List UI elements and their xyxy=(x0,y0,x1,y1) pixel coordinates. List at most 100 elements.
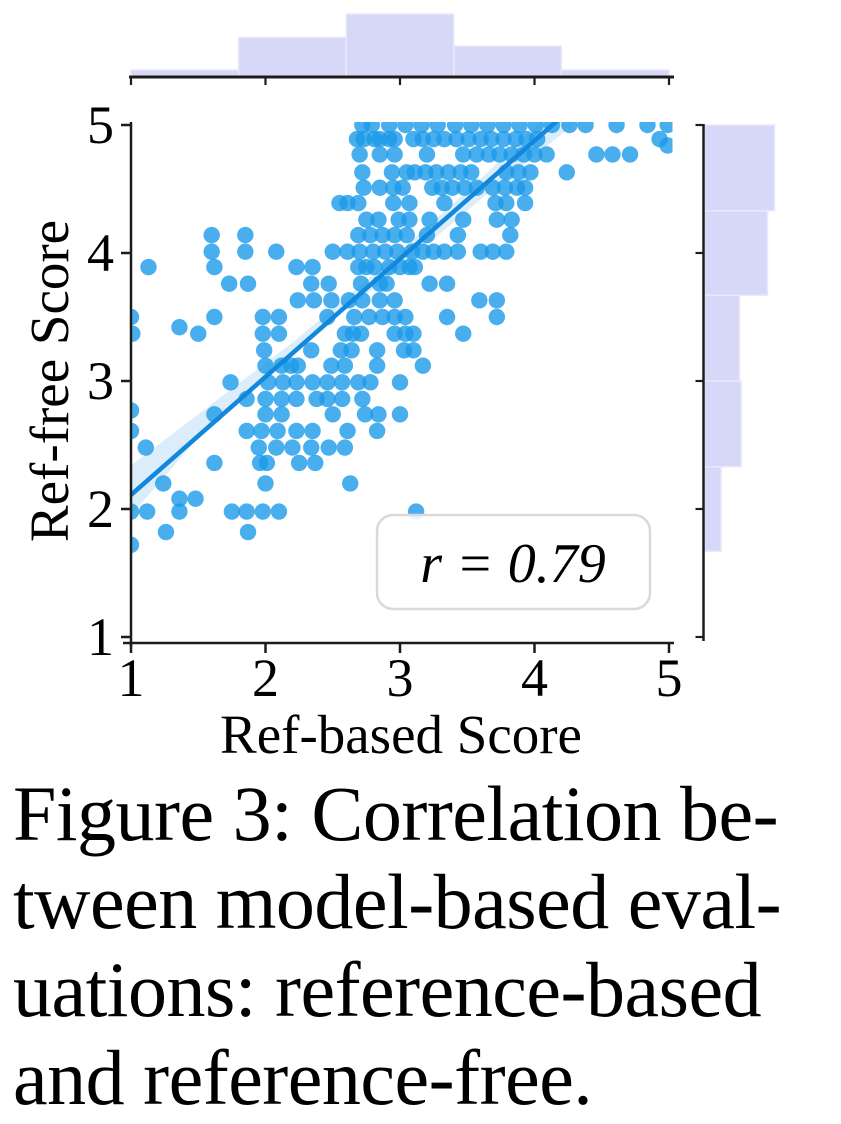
scatter-point xyxy=(386,146,403,163)
scatter-point xyxy=(351,243,368,260)
scatter-point xyxy=(342,475,359,492)
scatter-point xyxy=(522,164,539,181)
y-tick-label: 4 xyxy=(87,223,114,283)
x-tick-label: 5 xyxy=(656,648,683,708)
scatter-point xyxy=(352,325,370,342)
scatter-point xyxy=(455,325,472,342)
scatter-point xyxy=(455,146,472,163)
scatter-point xyxy=(362,226,379,244)
scatter-point xyxy=(257,406,274,423)
scatter-point xyxy=(383,164,401,181)
scatter-point xyxy=(270,308,288,326)
scatter-point xyxy=(401,211,418,228)
figure-caption: Figure 3: Correlation be- tween model-ba… xyxy=(13,770,833,1122)
y-tick-label: 3 xyxy=(87,351,114,411)
scatter-point xyxy=(254,503,272,520)
scatter-point xyxy=(385,194,402,212)
correlation-annotation-text: r = 0.79 xyxy=(420,533,606,595)
scatter-point xyxy=(320,275,337,292)
scatter-point xyxy=(354,164,371,181)
scatter-point xyxy=(273,406,290,423)
scatter-point xyxy=(421,211,438,228)
scatter-point xyxy=(456,179,473,196)
scatter-point xyxy=(187,490,204,507)
scatter-point xyxy=(639,122,656,134)
scatter-point xyxy=(222,374,239,391)
scatter-point xyxy=(220,275,238,292)
scatter-point xyxy=(304,422,321,440)
scatter-point xyxy=(368,342,386,359)
scatter-point xyxy=(155,475,172,492)
scatter-point xyxy=(355,179,372,196)
scatter-point xyxy=(171,490,188,507)
scatter-point xyxy=(394,179,411,196)
scatter-point xyxy=(438,275,456,292)
caption-line: Figure 3: Correlation be- xyxy=(13,770,779,857)
scatter-point xyxy=(449,243,467,260)
scatter-point xyxy=(498,194,515,212)
right-histogram-bar xyxy=(703,380,742,468)
scatter-point xyxy=(471,292,488,309)
scatter-point xyxy=(270,503,288,520)
scatter-point xyxy=(333,390,351,408)
scatter-point xyxy=(386,226,403,244)
scatter-point xyxy=(455,211,472,228)
scatter-point xyxy=(304,374,321,391)
scatter-point xyxy=(488,211,506,228)
scatter-point xyxy=(303,342,320,359)
scatter-point xyxy=(366,258,383,276)
scatter-point xyxy=(131,536,140,554)
caption-line: tween model-based eval- xyxy=(13,858,782,945)
scatter-point xyxy=(386,130,403,148)
scatter-point xyxy=(397,308,414,326)
scatter-point xyxy=(561,122,578,134)
scatter-point xyxy=(238,422,255,440)
caption-line: uations: reference-based xyxy=(13,946,762,1033)
scatter-point xyxy=(284,439,301,456)
scatter-point xyxy=(463,164,480,181)
scatter-point xyxy=(391,406,409,423)
scatter-point xyxy=(468,146,485,163)
scatter-point xyxy=(502,226,519,244)
scatter-point xyxy=(448,130,465,148)
jointplot-figure: 1 2 3 4 5 1 2 3 4 5 Ref-based Score Ref-free Score r… xyxy=(19,13,776,765)
right-histogram-bar xyxy=(703,466,722,552)
scatter-point xyxy=(131,325,141,342)
scatter-point xyxy=(444,179,461,196)
x-tick-label: 1 xyxy=(118,648,145,708)
scatter-point xyxy=(370,406,387,423)
scatter-point xyxy=(305,292,323,309)
scatter-point xyxy=(303,275,320,292)
scatter-point xyxy=(406,258,423,276)
scatter-point xyxy=(483,130,500,148)
scatter-point xyxy=(436,194,453,212)
scatter-point xyxy=(398,226,415,244)
scatter-point xyxy=(558,164,575,181)
scatter-point xyxy=(364,243,382,260)
y-tick-label: 2 xyxy=(87,479,114,539)
scatter-point xyxy=(268,243,285,260)
scatter-point xyxy=(254,325,272,342)
scatter-point xyxy=(368,422,386,440)
scatter-point xyxy=(491,146,508,163)
scatter-point xyxy=(304,258,321,276)
y-tick-label: 5 xyxy=(87,95,114,155)
scatter-point xyxy=(274,374,292,391)
scatter-point xyxy=(140,258,157,276)
scatter-point xyxy=(608,122,625,134)
scatter-point xyxy=(418,146,436,163)
scatter-point xyxy=(339,243,356,260)
scatter-point xyxy=(360,308,378,326)
scatter-point xyxy=(538,146,555,163)
scatter-point xyxy=(621,146,639,163)
scatter-point xyxy=(446,122,464,134)
scatter-point xyxy=(350,194,367,212)
scatter-point xyxy=(253,422,270,440)
scatter-point xyxy=(346,308,363,326)
scatter-point xyxy=(588,146,605,163)
scatter-point xyxy=(351,146,368,163)
scatter-point xyxy=(339,422,356,440)
scatter-point xyxy=(479,122,496,134)
scatter-point xyxy=(206,454,223,472)
scatter-point xyxy=(421,275,438,292)
